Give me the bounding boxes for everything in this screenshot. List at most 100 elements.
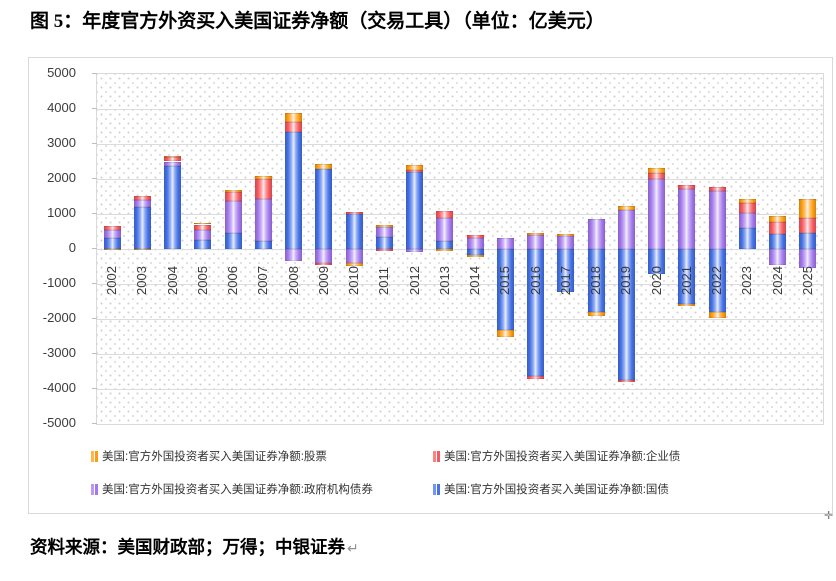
x-axis-label: 2014 <box>467 266 483 295</box>
y-axis-tick-label: -1000 <box>42 275 76 290</box>
bar-segment <box>315 249 333 263</box>
legend-label: 美国:官方外国投资者买入美国证券净额:政府机构债券 <box>102 484 373 496</box>
legend-marker-icon <box>433 450 441 462</box>
bar-segment <box>799 233 817 249</box>
bar-segment <box>466 249 484 256</box>
bar-segment <box>708 186 726 192</box>
bar-segment <box>769 221 787 234</box>
bar-segment <box>133 199 151 207</box>
bar-segment <box>133 196 151 200</box>
bar-segment <box>527 249 545 377</box>
bar-segment <box>133 207 151 249</box>
plot-area: 2002 2003 2004 2005 2006 2007 2008 2009 2010 2011… <box>96 73 824 425</box>
legend-item: 美国:官方外国投资者买入美国证券净额:国债 <box>433 481 669 497</box>
x-axis-label: 2023 <box>739 266 755 295</box>
y-axis-tick-label: -3000 <box>42 345 76 360</box>
bar-segment <box>406 171 424 249</box>
chart-container: 5000 4000 3000 2000 1000 0 -1000 -2000 -3000 -400… <box>28 57 833 514</box>
x-axis-label: 2007 <box>255 266 271 295</box>
y-axis-tick-label: 0 <box>68 240 76 255</box>
y-axis-tick-label: 5000 <box>47 65 76 80</box>
bar-segment <box>799 249 817 269</box>
y-axis-tick <box>92 283 97 284</box>
legend-label: 美国:官方外国投资者买入美国证券净额:国债 <box>444 484 669 496</box>
x-axis-label: 2019 <box>618 266 634 295</box>
bar-segment <box>678 188 696 249</box>
gridline <box>97 144 823 145</box>
y-axis-tick-label: 3000 <box>47 135 76 150</box>
bar-segment <box>406 169 424 172</box>
bar-segment <box>587 218 605 249</box>
bar-segment <box>496 249 514 330</box>
x-axis-label: 2012 <box>406 266 422 295</box>
y-axis-tick <box>92 143 97 144</box>
y-axis-tick-label: -5000 <box>42 415 76 430</box>
bar-segment <box>557 249 575 293</box>
bar-segment <box>678 184 696 189</box>
x-axis-label: 2025 <box>799 266 815 295</box>
bar-segment <box>164 155 182 157</box>
bar-segment <box>375 237 393 249</box>
x-axis-label: 2024 <box>769 266 785 295</box>
bar-segment <box>617 210 635 249</box>
y-axis-tick <box>92 178 97 179</box>
bar-segment <box>617 249 635 380</box>
bar-segment <box>436 217 454 242</box>
y-axis-tick <box>92 108 97 109</box>
bar-segment <box>133 249 151 251</box>
gridline <box>97 284 823 285</box>
bar-segment <box>285 112 303 122</box>
bar-segment <box>617 205 635 211</box>
bar-segment <box>527 235 545 249</box>
x-axis-label: 2011 <box>376 267 392 295</box>
y-axis-tick-label: -4000 <box>42 380 76 395</box>
bar-segment <box>224 200 242 234</box>
bar-segment <box>648 179 666 249</box>
y-axis-tick <box>92 423 97 424</box>
gridline <box>97 214 823 215</box>
bar-segment <box>315 169 333 249</box>
bar-segment <box>285 132 303 249</box>
legend-marker-icon <box>433 483 441 495</box>
bar-segment <box>769 249 787 265</box>
bar-segment <box>406 165 424 170</box>
legend-label: 美国:官方外国投资者买入美国证券净额:股票 <box>102 451 327 463</box>
gridline <box>97 319 823 320</box>
x-axis-label: 2006 <box>225 266 241 295</box>
x-axis-label: 2020 <box>648 266 664 295</box>
bar-segment <box>285 121 303 133</box>
bar-segment <box>375 227 393 238</box>
y-axis-tick-label: 1000 <box>47 205 76 220</box>
bar-segment <box>678 249 696 304</box>
bar-segment <box>164 166 182 249</box>
gridline <box>97 179 823 180</box>
bar-segment <box>648 249 666 274</box>
y-axis-tick <box>92 73 97 74</box>
bar-segment <box>254 240 272 249</box>
bar-segment <box>496 329 514 337</box>
bar-segment <box>799 198 817 218</box>
object-anchor-icon: ✛ <box>824 510 834 522</box>
bar-segment <box>224 191 242 201</box>
gridline <box>97 354 823 355</box>
bar-segment <box>103 237 121 249</box>
legend-item: 美国:官方外国投资者买入美国证券净额:政府机构债券 <box>91 481 373 497</box>
x-axis-label: 2021 <box>678 266 694 295</box>
x-axis-label: 2015 <box>497 266 513 295</box>
bar-segment <box>194 224 212 231</box>
bar-segment <box>194 230 212 240</box>
figure-title: 图 5：年度官方外资买入美国证券净额（交易工具）（单位：亿美元） <box>30 11 605 32</box>
bar-segment <box>527 233 545 236</box>
bar-segment <box>315 164 333 170</box>
x-axis-label: 2008 <box>285 266 301 295</box>
bar-segment <box>678 303 696 306</box>
legend-item: 美国:官方外国投资者买入美国证券净额:股票 <box>91 448 327 464</box>
bar-segment <box>375 224 393 228</box>
x-axis-label: 2002 <box>104 266 120 295</box>
x-axis-label: 2004 <box>164 266 180 295</box>
bar-segment <box>799 217 817 234</box>
bar-segment <box>587 312 605 317</box>
x-axis-label: 2022 <box>709 266 725 295</box>
legend-marker-icon <box>91 450 99 462</box>
